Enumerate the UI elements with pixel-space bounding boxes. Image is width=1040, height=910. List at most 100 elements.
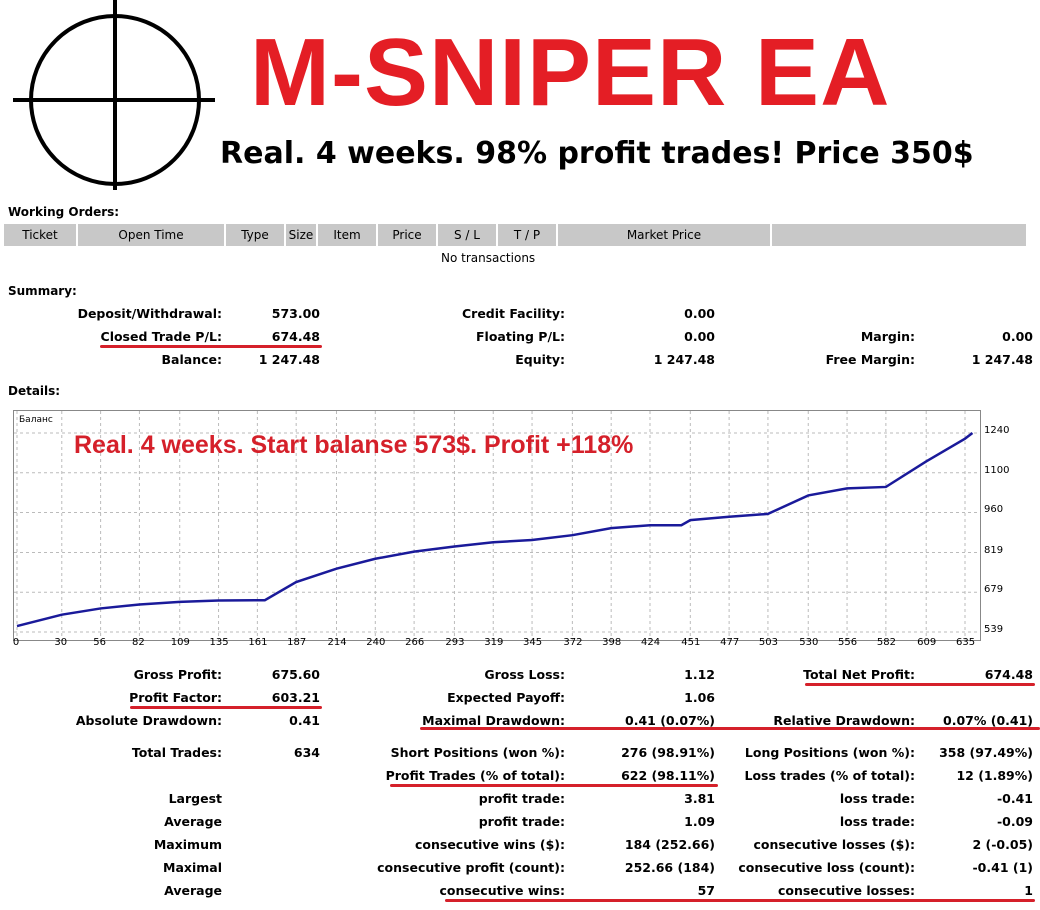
stat-value: -0.41 (1) (972, 860, 1033, 875)
stat-value: -0.41 (996, 791, 1033, 806)
x-tick-label: 451 (681, 637, 701, 648)
stat-label: Profit Trades (% of total): (385, 768, 565, 783)
column-header (772, 224, 1026, 246)
x-tick-label: 240 (366, 637, 386, 648)
stat-label: consecutive losses ($): (753, 837, 915, 852)
stat-value: 573.00 (271, 306, 320, 321)
stat-value: 0.00 (684, 329, 715, 344)
y-tick-label: 679 (984, 584, 1004, 596)
stat-value: 0.00 (1002, 329, 1033, 344)
stat-label: Average (164, 814, 222, 829)
x-tick-label: 135 (209, 637, 229, 648)
stat-label: Total Net Profit: (803, 667, 915, 682)
stat-label: Closed Trade P/L: (100, 329, 222, 344)
column-header: Item (318, 224, 376, 246)
column-header: Price (378, 224, 436, 246)
x-tick-label: 609 (917, 637, 937, 648)
no-transactions-text: No transactions (441, 251, 536, 265)
x-tick-label: 372 (563, 637, 583, 648)
balance-chart: Баланс Real. 4 weeks. Start balanse 573$… (13, 410, 981, 641)
column-header: Market Price (558, 224, 770, 246)
stat-value: 0.41 (289, 713, 320, 728)
column-header: T / P (498, 224, 556, 246)
working-orders-heading: Working Orders: (8, 205, 120, 219)
stat-label: Margin: (860, 329, 915, 344)
x-tick-label: 187 (287, 637, 307, 648)
column-header: S / L (438, 224, 496, 246)
page-title: M-SNIPER EA (250, 19, 891, 126)
stat-value: 1.06 (684, 690, 715, 705)
x-tick-label: 635 (956, 637, 976, 648)
stat-label: Expected Payoff: (447, 690, 565, 705)
stat-value: 358 (97.49%) (939, 745, 1033, 760)
stat-value: 1 (1024, 883, 1033, 898)
x-tick-label: 477 (720, 637, 740, 648)
x-tick-label: 345 (523, 637, 543, 648)
stat-label: Maximal Drawdown: (422, 713, 565, 728)
y-tick-label: 539 (984, 624, 1004, 635)
stat-label: Absolute Drawdown: (75, 713, 222, 728)
stat-value: 674.48 (984, 667, 1033, 682)
crosshair-logo-icon (13, 0, 215, 190)
summary-heading: Summary: (8, 284, 77, 298)
x-tick-label: 556 (838, 637, 858, 648)
stat-label: Loss trades (% of total): (744, 768, 915, 783)
column-header: Ticket (4, 224, 76, 246)
stat-value: 675.60 (271, 667, 320, 682)
stat-label: Long Positions (won %): (744, 745, 915, 760)
x-tick-label: 266 (405, 637, 425, 648)
x-tick-label: 30 (54, 637, 68, 648)
x-tick-label: 503 (758, 637, 779, 648)
stat-label: Equity: (515, 352, 565, 367)
stat-label: consecutive loss (count): (738, 860, 915, 875)
stat-value: 252.66 (184) (624, 860, 715, 875)
x-tick-label: 582 (876, 637, 896, 648)
stat-label: Gross Loss: (484, 667, 565, 682)
column-header: Size (286, 224, 316, 246)
stat-value: 57 (697, 883, 715, 898)
stat-value: 1.09 (684, 814, 715, 829)
stat-label: loss trade: (839, 791, 915, 806)
stat-label: Credit Facility: (461, 306, 565, 321)
stat-label: Floating P/L: (476, 329, 565, 344)
balance-line (16, 432, 974, 628)
stat-label: Gross Profit: (133, 667, 222, 682)
stat-label: profit trade: (478, 814, 565, 829)
stat-label: Maximum (153, 837, 222, 852)
details-heading: Details: (8, 384, 61, 398)
x-tick-label: 56 (93, 637, 106, 648)
stat-label: Deposit/Withdrawal: (77, 306, 222, 321)
x-tick-label: 82 (132, 637, 145, 648)
stat-label: consecutive wins ($): (414, 837, 565, 852)
stat-value: 2 (-0.05) (972, 837, 1033, 852)
column-header: Open Time (78, 224, 224, 246)
page-subtitle: Real. 4 weeks. 98% profit trades! Price … (220, 136, 974, 171)
stat-value: 0.07% (0.41) (943, 713, 1033, 728)
stat-label: Average (164, 883, 222, 898)
x-tick-label: 319 (484, 637, 504, 648)
column-header: Type (226, 224, 284, 246)
x-tick-label: 161 (248, 637, 268, 648)
x-tick-label: 109 (170, 637, 190, 648)
stat-value: 276 (98.91%) (621, 745, 715, 760)
x-tick-label: 424 (640, 637, 661, 648)
y-tick-label: 1240 (984, 425, 1010, 436)
stat-value: 1.12 (684, 667, 715, 682)
y-tick-label: 819 (984, 544, 1004, 556)
y-tick-label: 960 (984, 504, 1004, 516)
stat-value: 0.41 (0.07%) (625, 713, 715, 728)
stat-value: -0.09 (996, 814, 1033, 829)
chart-annotation: Real. 4 weeks. Start balanse 573$. Profi… (74, 431, 634, 459)
stat-value: 634 (293, 745, 320, 760)
chart-legend: Баланс (19, 415, 53, 425)
stat-value: 1 247.48 (971, 352, 1033, 367)
stat-label: Relative Drawdown: (773, 713, 915, 728)
x-tick-label: 530 (799, 637, 819, 648)
y-tick-label: 1100 (984, 464, 1010, 476)
x-tick-label: 293 (445, 637, 465, 648)
stat-value: 0.00 (684, 306, 715, 321)
stat-value: 12 (1.89%) (956, 768, 1033, 783)
stat-label: consecutive wins: (439, 883, 565, 898)
stat-label: consecutive profit (count): (377, 860, 565, 875)
